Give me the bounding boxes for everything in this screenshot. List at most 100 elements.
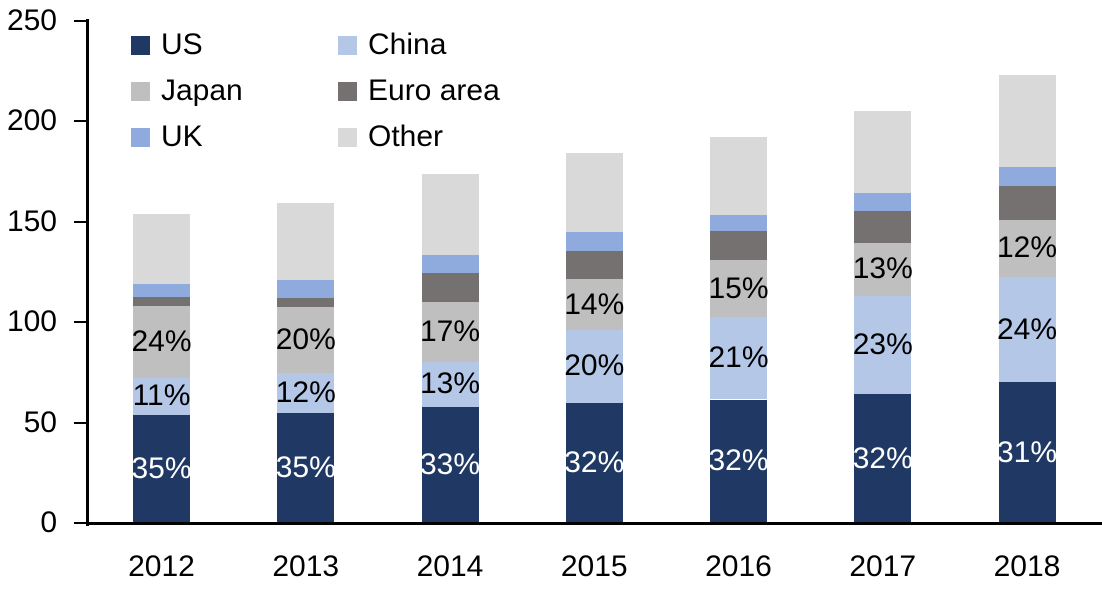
legend-item-euro-area: Euro area [338,76,500,106]
legend-label-euro-area: Euro area [368,74,500,107]
bar-segment-us-2014 [421,406,479,523]
x-axis-line [86,522,1102,525]
x-tick-label-2018: 2018 [993,550,1061,583]
y-axis-line [86,19,89,526]
bar-segment-us-2018 [998,382,1056,523]
legend-item-china: China [338,30,446,60]
segment-label-japan-2017: 13% [852,252,913,286]
bar-segment-us-2012 [133,414,190,523]
y-tick-mark [74,120,86,123]
segment-label-us-2017: 32% [852,441,913,475]
y-tick-mark [74,220,86,223]
y-tick-label: 0 [40,506,57,539]
bar-segment-japan-2015 [565,279,623,331]
x-tick-label-2013: 2013 [272,550,340,583]
segment-label-japan-2016: 15% [708,271,769,305]
bar-segment-japan-2012 [133,306,190,379]
bar-segment-us-2013 [277,412,335,523]
bar-segment-japan-2018 [998,219,1056,277]
segment-label-japan-2015: 14% [564,287,625,321]
legend-label-other: Other [368,120,444,153]
x-tick-label-2017: 2017 [849,550,917,583]
bar-segment-uk-2016 [710,214,767,231]
segment-label-china-2014: 13% [419,367,481,401]
bar-segment-china-2018 [998,277,1056,383]
x-tick-label-2016: 2016 [705,550,772,583]
bar-segment-uk-2018 [998,166,1056,186]
legend-swatch-us [131,35,150,55]
legend-item-uk: UK [131,122,203,152]
bar-segment-euro-area-2014 [421,273,479,303]
bar-segment-other-2015 [565,152,623,232]
y-tick-mark [74,20,86,22]
segment-label-china-2012: 11% [132,379,191,413]
segment-label-us-2015: 32% [564,445,625,479]
segment-label-us-2013: 35% [275,450,336,484]
bar-segment-japan-2016 [710,259,767,318]
bar-segment-euro-area-2013 [277,298,335,308]
y-tick-mark [74,321,86,324]
bar-segment-other-2017 [854,111,912,193]
segment-label-us-2014: 33% [419,447,481,481]
segment-label-china-2016: 21% [708,341,769,375]
legend-label-us: US [161,28,203,61]
bar-segment-china-2012 [133,378,190,415]
segment-label-china-2013: 12% [275,375,336,409]
bar-segment-other-2018 [998,75,1056,167]
bar-segment-china-2017 [854,296,912,395]
bar-segment-other-2013 [277,202,335,281]
segment-label-japan-2013: 20% [275,323,336,357]
segment-label-china-2015: 20% [564,349,625,383]
segment-label-china-2017: 23% [852,328,913,362]
y-tick-mark [74,421,86,424]
bar-segment-uk-2017 [854,192,912,211]
bar-segment-euro-area-2016 [710,230,767,260]
y-tick-label: 200 [6,104,57,138]
x-tick-label-2012: 2012 [128,550,195,583]
legend-swatch-china [338,35,357,55]
bar-segment-uk-2013 [277,280,335,299]
bar-segment-us-2017 [854,394,912,523]
segment-label-japan-2018: 12% [996,231,1058,265]
segment-label-us-2018: 31% [996,435,1058,469]
legend-item-other: Other [338,122,443,152]
y-tick-label: 100 [6,305,57,339]
legend-swatch-uk [131,127,150,147]
segment-label-china-2018: 24% [996,312,1058,346]
legend-swatch-euro-area [338,81,357,101]
y-tick-label: 50 [23,405,57,439]
x-tick-label-2015: 2015 [560,550,628,583]
bar-segment-euro-area-2015 [565,250,623,280]
bar-segment-china-2015 [565,330,623,403]
y-tick-label: 150 [6,204,57,238]
bar-segment-uk-2015 [565,231,623,251]
segment-label-us-2016: 32% [708,444,769,478]
bar-segment-euro-area-2012 [133,297,190,307]
bar-segment-other-2016 [710,137,767,215]
legend-item-japan: Japan [131,76,243,106]
x-tick-label-2014: 2014 [416,550,484,583]
y-tick-mark [74,522,86,524]
bar-segment-japan-2014 [421,302,479,363]
bar-segment-china-2014 [421,362,479,407]
bar-segment-japan-2013 [277,307,335,374]
bar-segment-china-2013 [277,373,335,413]
bar-segment-other-2012 [133,213,190,285]
bar-segment-us-2016 [710,399,767,523]
legend-label-china: China [368,28,447,61]
bar-segment-uk-2014 [421,254,479,273]
y-tick-label: 250 [6,4,57,37]
bar-segment-euro-area-2017 [854,210,912,243]
legend-swatch-japan [131,81,150,101]
bar-segment-other-2014 [421,173,479,255]
bar-segment-euro-area-2018 [998,185,1056,220]
bar-segment-uk-2012 [133,284,190,298]
legend-item-us: US [131,30,203,60]
legend-label-uk: UK [161,120,203,153]
segment-label-us-2012: 35% [131,451,192,485]
legend-swatch-other [338,127,357,147]
segment-label-japan-2012: 24% [131,325,192,359]
bar-segment-us-2015 [565,402,623,523]
bar-segment-japan-2017 [854,242,912,297]
